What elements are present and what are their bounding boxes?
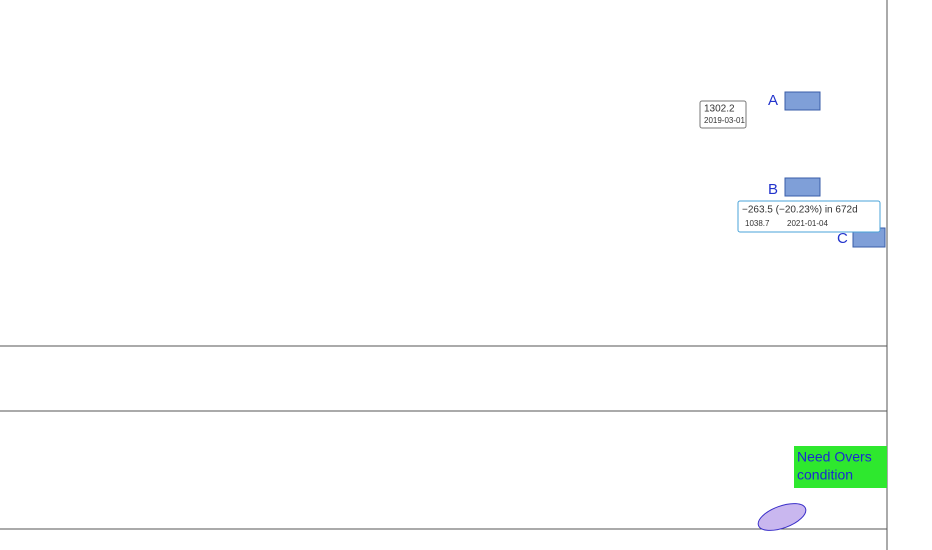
zone-box — [784, 91, 821, 111]
note-box — [794, 446, 887, 488]
zone-label: A — [768, 92, 778, 109]
callout-box — [699, 100, 747, 129]
measure-date: 2021-01-04 — [787, 219, 828, 228]
callout-price: 1302.2 — [704, 104, 735, 115]
note-text: condition — [797, 467, 853, 483]
zone-label: C — [837, 230, 848, 247]
note-text: Need Overs — [797, 449, 872, 465]
measure-box — [737, 200, 881, 233]
callout-date: 2019-03-01 — [704, 116, 745, 125]
measure-price: 1038.7 — [745, 219, 770, 228]
zone-box — [784, 177, 821, 197]
zone-label: B — [768, 181, 778, 198]
highlight-ellipse — [757, 503, 807, 531]
measure-text: −263.5 (−20.23%) in 672d — [742, 205, 858, 216]
